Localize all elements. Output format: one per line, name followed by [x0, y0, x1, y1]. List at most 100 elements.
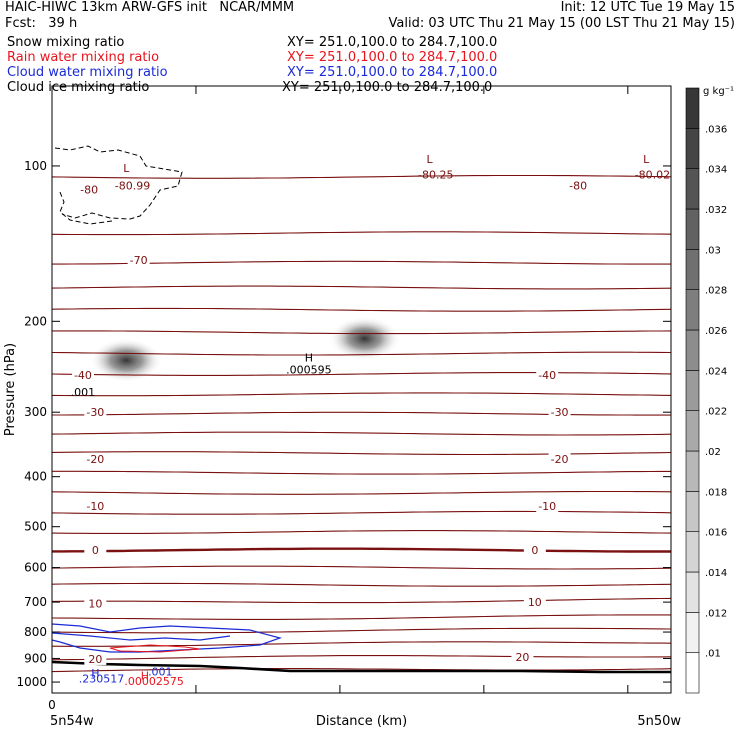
header-fcst: Fcst: 39 h	[5, 16, 78, 31]
extrema-label-8: .001	[71, 386, 96, 399]
temp-label-5: -30	[86, 406, 104, 419]
extrema-label-12: H	[141, 670, 149, 683]
isotherm-900	[51, 655, 672, 661]
colorbar-label-12: .034	[705, 165, 727, 176]
y-tick-label-300: 300	[24, 405, 47, 419]
temp-label-bg-0	[78, 183, 101, 196]
colorbar-seg-9	[685, 289, 700, 331]
temp-label-7: -20	[86, 453, 104, 466]
y-tick-label-200: 200	[24, 314, 47, 328]
legend-cloud-water-xy: XY= 251.0,100.0 to 284.7,100.0	[287, 65, 498, 80]
colorbar-seg-14	[685, 87, 700, 129]
isotherm-231	[51, 351, 672, 356]
temp-label-14: 10	[528, 596, 542, 609]
x-end-label-left: 5n54w	[50, 714, 94, 729]
isotherm-190	[51, 307, 672, 312]
y-axis-label: Pressure (hPa)	[3, 343, 18, 436]
isotherm-470	[51, 510, 672, 515]
isotherm-253	[51, 372, 672, 376]
rain-contour	[109, 644, 201, 653]
snow-shading	[90, 316, 401, 383]
temp-label-bg-8	[548, 453, 571, 466]
legend-cloud-water-name: Cloud water mixing ratio	[7, 65, 168, 80]
colorbar-seg-7	[685, 370, 700, 411]
isotherm-135	[51, 231, 672, 236]
extrema-label-0: L	[123, 162, 130, 175]
colorbar-seg-13	[685, 128, 700, 169]
x-axis-label: Distance (km)	[316, 714, 407, 729]
extrema-label-11: .001	[148, 665, 173, 678]
colorbar-seg-12	[685, 168, 700, 210]
temp-label-bg-3	[71, 368, 94, 381]
temp-label-bg-6	[548, 406, 571, 419]
header-init: Init: 12 UTC Tue 19 May 15	[560, 0, 735, 15]
isotherm-702	[51, 597, 672, 604]
y-tick-label-700: 700	[24, 595, 47, 609]
temp-label-bg-14	[523, 596, 546, 609]
temp-label-6: -30	[551, 406, 569, 419]
temp-label-13: 10	[88, 598, 102, 611]
colorbar-label-2: .014	[705, 568, 727, 579]
y-tick-label-1000: 1000	[16, 675, 47, 689]
colorbar-label-6: .022	[705, 407, 727, 418]
temp-label-2: -70	[130, 254, 148, 267]
temp-label-bg-13	[84, 597, 107, 610]
x-tick-label-0: 0	[48, 698, 56, 712]
extrema-label-6: H	[305, 351, 313, 364]
colorbar-label-3: .016	[705, 528, 727, 539]
isotherm-105	[51, 174, 672, 179]
temp-label-0: -80	[80, 183, 98, 196]
extrema-label-2: L	[427, 153, 434, 166]
isotherm-800	[51, 627, 672, 634]
cloud-ice-contour-2	[59, 191, 113, 225]
temp-label-15: 20	[88, 653, 102, 666]
isotherm-360	[51, 451, 672, 456]
colorbar-label-0: .01	[705, 649, 721, 660]
colorbar-label-11: .032	[705, 205, 727, 216]
temp-label-16: 20	[515, 651, 529, 664]
extrema-label-10: .230517	[79, 673, 125, 686]
colorbar-label-5: .02	[705, 447, 721, 458]
colorbar-seg-2	[685, 571, 700, 613]
isotherm-154	[52, 260, 671, 265]
contour-labels: -80 -80 -70 -40 -40 -30 -30 -20 -20 -10 -10 0 0 10 10 2…	[71, 153, 670, 688]
axes: 10020030040050060070080090010000Distance…	[3, 85, 681, 729]
temp-label-11: 0	[92, 544, 99, 557]
temp-label-8: -20	[551, 453, 569, 466]
snow-max-0	[90, 338, 163, 383]
temperature-isotherms	[51, 174, 672, 673]
colorbar-seg-1	[685, 612, 700, 653]
extrema-label-4: L	[643, 153, 650, 166]
y-tick-label-900: 900	[24, 651, 47, 665]
temp-label-bg-15	[84, 652, 107, 665]
isotherm-277	[51, 392, 672, 397]
y-tick-label-800: 800	[24, 625, 47, 639]
temp-label-bg-7	[84, 453, 107, 466]
extrema-label-9: H	[91, 667, 99, 680]
colorbar-seg-3	[685, 531, 700, 573]
colorbar: .01 .012 .014 .016 .018 .02 .022 .024 .026 .028 .0…	[685, 86, 734, 694]
colorbar-label-1: .012	[705, 608, 727, 619]
colorbar-unit: g kg⁻¹	[703, 86, 734, 97]
colorbar-label-8: .026	[705, 326, 727, 337]
colorbar-seg-5	[685, 450, 700, 492]
ground-line	[51, 660, 671, 674]
y-tick-label-500: 500	[24, 520, 47, 534]
colorbar-label-7: .024	[705, 366, 727, 377]
colorbar-seg-10	[685, 249, 700, 290]
colorbar-seg-8	[685, 329, 700, 371]
isotherm-430	[51, 490, 672, 495]
temp-label-bg-16	[511, 651, 534, 664]
y-tick-label-600: 600	[24, 561, 47, 575]
temp-label-bg-2	[127, 253, 150, 266]
header-title: HAIC-HIWC 13km ARW-GFS init NCAR/MMM	[5, 0, 295, 15]
legend-rain-name: Rain water mixing ratio	[7, 50, 160, 65]
temp-label-4: -40	[538, 369, 556, 382]
temp-label-12: 0	[531, 544, 538, 557]
snow-max-1	[328, 316, 401, 361]
colorbar-seg-6	[685, 410, 700, 452]
header-valid: Valid: 03 UTC Thu 21 May 15 (00 LST Thu …	[388, 16, 736, 31]
colorbar-label-9: .028	[705, 286, 727, 297]
temp-label-bg-1	[567, 179, 590, 192]
isotherm-755	[51, 614, 671, 620]
